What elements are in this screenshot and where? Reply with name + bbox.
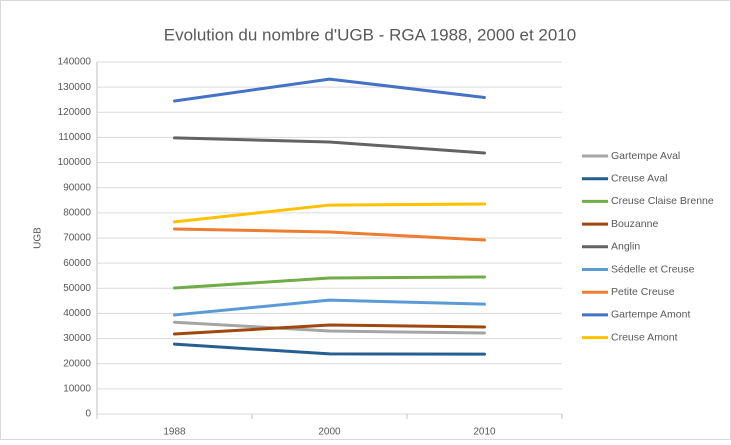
x-tick-label: 1988 — [163, 427, 186, 438]
y-tick-label: 110000 — [58, 132, 91, 143]
line-series — [173, 77, 486, 103]
line-series — [173, 136, 486, 155]
chart-title: Evolution du nombre d'UGB - RGA 1988, 20… — [164, 25, 576, 44]
y-tick-label: 100000 — [58, 157, 92, 168]
y-tick-label: 30000 — [63, 333, 91, 344]
legend-label: Creuse Amont — [611, 331, 678, 343]
legend-label: Petite Creuse — [611, 286, 675, 298]
y-tick-label: 40000 — [63, 308, 91, 319]
legend-label: Gartempe Aval — [611, 150, 680, 162]
y-tick-label: 10000 — [63, 383, 91, 394]
line-series — [173, 320, 486, 335]
line-series — [173, 202, 486, 224]
y-tick-label: 140000 — [58, 57, 92, 68]
x-tick-label: 2000 — [318, 427, 341, 438]
line-series — [173, 323, 486, 336]
y-tick-label: 70000 — [63, 233, 91, 244]
legend-label: Gartempe Amont — [611, 309, 690, 321]
line-series — [173, 342, 486, 356]
y-tick-label: 0 — [85, 409, 91, 420]
y-tick-label: 20000 — [63, 358, 91, 369]
y-axis-label: UGB — [33, 227, 44, 249]
y-tick-label: 90000 — [63, 182, 91, 193]
legend-label: Sédelle et Creuse — [611, 263, 695, 275]
y-tick-label: 50000 — [63, 283, 91, 294]
x-tick-label: 2010 — [473, 427, 496, 438]
legend-label: Bouzanne — [611, 218, 658, 230]
legend-label: Creuse Aval — [611, 172, 667, 184]
y-tick-label: 60000 — [63, 258, 91, 269]
y-tick-label: 80000 — [63, 207, 91, 218]
y-tick-label: 130000 — [58, 82, 92, 93]
line-series — [173, 227, 486, 242]
legend-label: Anglin — [611, 241, 640, 253]
line-series — [173, 298, 486, 317]
line-series — [173, 275, 486, 290]
y-tick-label: 120000 — [58, 107, 92, 118]
legend-label: Creuse Claise Brenne — [611, 195, 714, 207]
